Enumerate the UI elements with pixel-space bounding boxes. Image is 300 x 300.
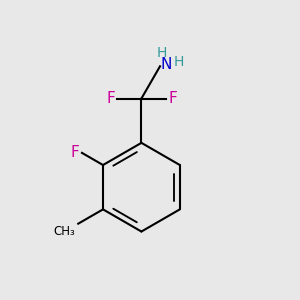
Text: N: N (160, 57, 171, 72)
Text: F: F (70, 146, 79, 160)
Text: CH₃: CH₃ (54, 225, 75, 238)
Text: H: H (156, 46, 167, 60)
Text: H: H (173, 55, 184, 69)
Text: F: F (106, 91, 115, 106)
Text: F: F (168, 91, 177, 106)
